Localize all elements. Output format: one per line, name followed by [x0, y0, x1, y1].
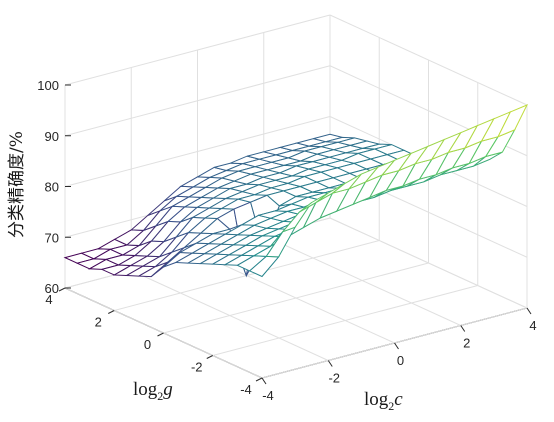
- x-tick-mark: [327, 360, 333, 367]
- z-tick-label: 60: [45, 281, 59, 296]
- x-tick-label: -2: [328, 371, 340, 386]
- gridline-y-floor: [163, 262, 429, 334]
- x-tick-label: 2: [463, 336, 470, 351]
- y-tick-mark: [255, 377, 263, 382]
- x-axis-label-base: log: [364, 389, 389, 410]
- x-tick-mark: [460, 325, 466, 332]
- y-axis-label-subscript: 2: [157, 389, 163, 403]
- x-axis-label-variable: c: [394, 389, 403, 410]
- x-axis-label: log2c: [364, 389, 403, 413]
- x-axis-label-subscript: 2: [388, 399, 394, 413]
- gridline-z-back: [64, 14, 331, 86]
- y-axis-label-base: log: [133, 379, 158, 400]
- x-tick-label: -4: [262, 388, 274, 403]
- y-tick-mark: [157, 332, 164, 337]
- x-tick-mark: [394, 342, 399, 350]
- z-tick-label: 100: [37, 78, 59, 93]
- gridline-y-floor: [212, 285, 478, 356]
- y-tick-label: -4: [240, 382, 252, 397]
- y-tick-label: 4: [45, 292, 52, 307]
- gridline-z-back: [64, 65, 331, 137]
- surface-cell: [497, 104, 529, 138]
- z-tick-label: 70: [45, 230, 59, 245]
- z-tick-label: 80: [45, 180, 59, 195]
- x-tick-mark: [261, 377, 267, 385]
- y-tick-mark: [58, 287, 66, 292]
- gridline-z-side: [329, 217, 528, 309]
- y-tick-mark: [108, 310, 115, 314]
- y-tick-label: 2: [95, 315, 102, 330]
- gridline-z-side: [329, 14, 528, 106]
- z-axis-label: 分类精确度/%: [7, 131, 27, 238]
- y-tick-label: -2: [191, 360, 203, 375]
- x-tick-label: 0: [397, 353, 404, 368]
- y-axis-label: log2g: [133, 379, 173, 403]
- surface-mesh: [63, 104, 529, 278]
- axis-labels: 分类精确度/% log2c log2g: [7, 131, 403, 413]
- gridline-z-back: [64, 116, 331, 187]
- x-tick-label: 4: [529, 318, 536, 333]
- y-tick-mark: [206, 355, 213, 359]
- y-axis-label-variable: g: [163, 379, 173, 400]
- y-tick-label: 0: [144, 337, 151, 352]
- z-tick-label: 90: [45, 129, 59, 144]
- x-tick-mark: [526, 307, 532, 315]
